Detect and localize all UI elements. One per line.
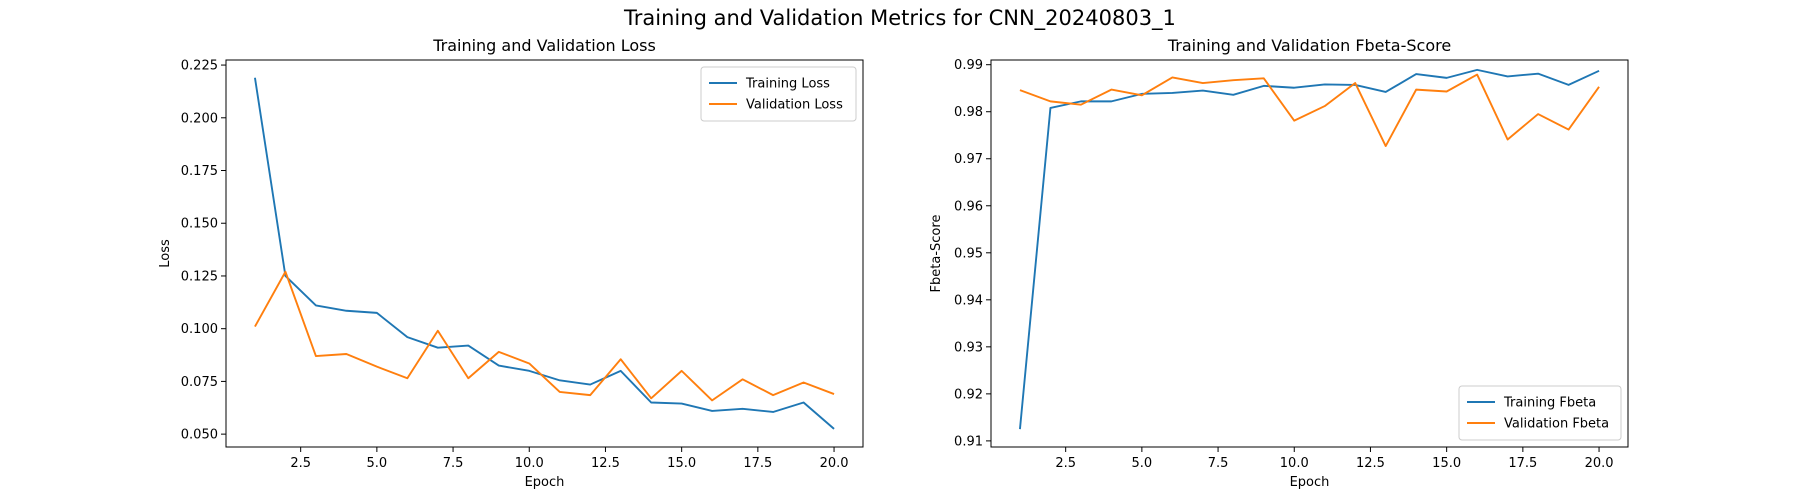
legend-label: Training Fbeta	[1503, 396, 1596, 411]
y-tick-label: 0.96	[954, 199, 983, 214]
plot-frame	[225, 59, 864, 448]
y-tick-label: 0.97	[954, 152, 983, 167]
loss-chart: Training and Validation Loss 2.5 5.0 7.5 10.…	[158, 36, 864, 490]
legend-label: Validation Loss	[746, 98, 843, 113]
x-tick-label: 12.5	[1356, 456, 1385, 471]
y-tick-label: 0.93	[954, 340, 983, 355]
fbeta-chart: Training and Validation Fbeta-Score 2.5 5.…	[929, 36, 1629, 490]
x-tick-label: 12.5	[591, 456, 620, 471]
x-tick-label: 10.0	[515, 456, 544, 471]
x-tick-label: 5.0	[367, 456, 388, 471]
plot-title: Training and Validation Fbeta-Score	[1167, 36, 1451, 55]
legend-label: Training Loss	[745, 77, 830, 92]
y-tick-label: 0.200	[181, 111, 218, 126]
x-tick-label: 20.0	[1585, 456, 1614, 471]
y-tick-label: 0.92	[954, 387, 983, 402]
series-line-validation	[254, 270, 835, 402]
legend: Training Loss Validation Loss	[700, 66, 857, 122]
y-tick-label: 0.125	[181, 269, 218, 284]
series-line-training	[1019, 68, 1600, 430]
x-tick-label: 2.5	[1055, 456, 1076, 471]
series-line-training	[254, 77, 835, 430]
figure-title: Training and Validation Metrics for CNN_…	[624, 6, 1176, 30]
legend-box	[700, 66, 857, 122]
y-axis-label: Fbeta-Score	[929, 215, 944, 293]
x-tick-label: 2.5	[290, 456, 311, 471]
y-tick-label: 0.050	[181, 428, 218, 443]
x-axis-label: Epoch	[1290, 475, 1330, 490]
y-tick-label: 0.225	[181, 59, 218, 74]
x-tick-label: 17.5	[743, 456, 772, 471]
y-tick-label: 0.175	[181, 164, 218, 179]
y-tick-label: 0.98	[954, 105, 983, 120]
y-tick-label: 0.95	[954, 246, 983, 261]
y-tick-label: 0.91	[954, 434, 983, 449]
x-tick-label: 17.5	[1508, 456, 1537, 471]
y-tick-label: 0.94	[954, 293, 983, 308]
y-tick-label: 0.075	[181, 375, 218, 390]
y-tick-label: 0.100	[181, 322, 218, 337]
x-axis-label: Epoch	[525, 475, 565, 490]
x-tick-label: 7.5	[1208, 456, 1229, 471]
legend-box	[1458, 385, 1622, 441]
y-tick-label: 0.150	[181, 217, 218, 232]
legend-label: Validation Fbeta	[1504, 417, 1609, 432]
x-tick-label: 10.0	[1280, 456, 1309, 471]
x-tick-label: 7.5	[443, 456, 464, 471]
x-tick-label: 15.0	[667, 456, 696, 471]
x-tick-label: 5.0	[1132, 456, 1153, 471]
x-tick-label: 15.0	[1432, 456, 1461, 471]
x-tick-label: 20.0	[820, 456, 849, 471]
series-line-validation	[1019, 73, 1600, 148]
plot-title: Training and Validation Loss	[432, 36, 656, 55]
legend: Training Fbeta Validation Fbeta	[1458, 385, 1622, 441]
plot-frame	[990, 59, 1629, 448]
y-axis-label: Loss	[158, 239, 173, 268]
y-tick-label: 0.99	[954, 58, 983, 73]
